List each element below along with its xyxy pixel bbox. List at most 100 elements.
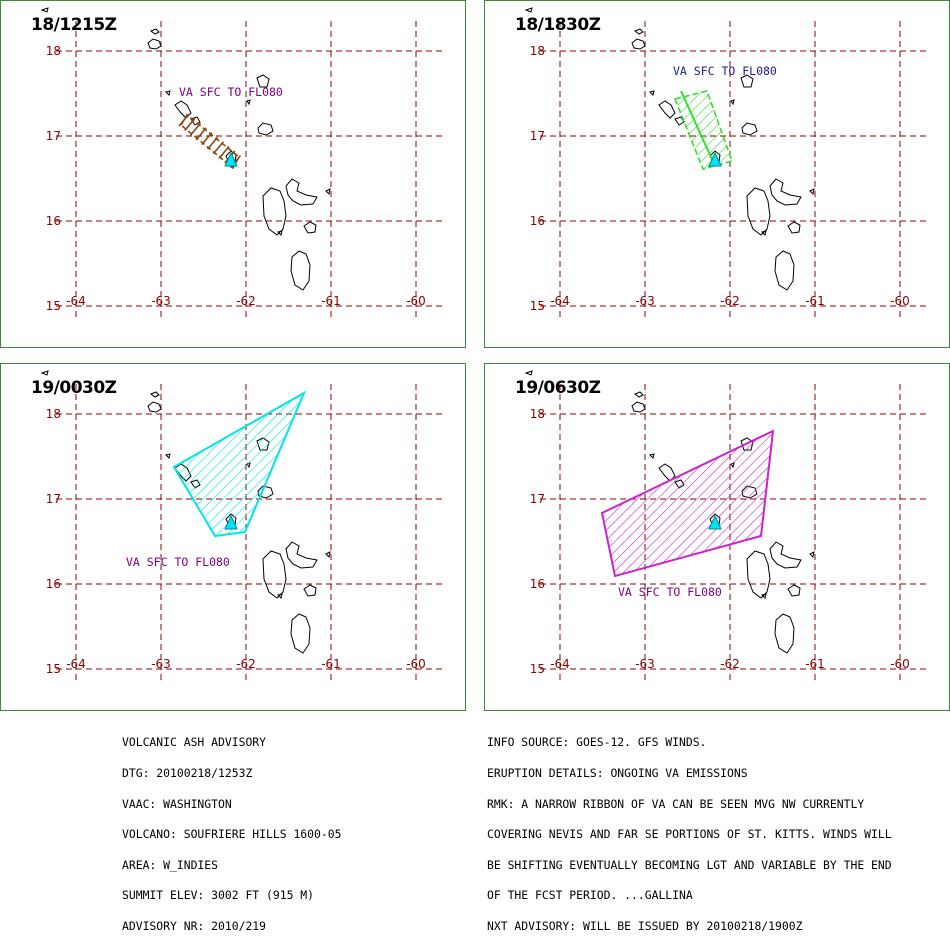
island-outline (40, 7, 49, 13)
map-canvas: 18 17 16 15 -64 -63 -62 -61 -60 VA SFC TO FL080 (524, 370, 930, 684)
island-outline (277, 593, 283, 599)
advisory-line: ERUPTION DETAILS: ONGOING VA EMISSIONS (487, 766, 748, 780)
island-outline (741, 122, 758, 136)
panel-time-label: 18/1215Z (31, 15, 117, 35)
island-outline (165, 90, 171, 96)
island-outline (290, 613, 311, 654)
va-altitude-label: VA SFC TO FL080 (673, 64, 777, 78)
lat-lon-grid (540, 21, 930, 321)
lat-lon-grid (540, 384, 930, 684)
longitude-label: -63 (151, 294, 171, 308)
ash-hatch (206, 136, 219, 150)
advisory-line: AREA: W_INDIES (122, 857, 219, 872)
island-outline (658, 100, 676, 119)
map-panel-1: 18 17 16 15 -64 -63 -62 -61 -60 VA SFC TO FL080 1… (0, 0, 466, 348)
island-outline (147, 38, 162, 50)
va-altitude-label: VA SFC TO FL080 (179, 85, 283, 99)
longitude-label: -61 (805, 657, 825, 671)
advisory-line: DTG: 20100218/1253Z (122, 766, 253, 780)
island-outline (631, 401, 646, 413)
island-outline (769, 541, 802, 569)
longitude-label: -64 (66, 657, 86, 671)
latitude-label: 18 (46, 44, 61, 58)
volcano-icon (224, 514, 238, 530)
ash-hatch (212, 141, 224, 155)
latitude-label: 18 (46, 407, 61, 421)
island-outline (325, 188, 331, 196)
panel-time-label: 19/0630Z (515, 378, 601, 398)
island-outline (325, 551, 331, 559)
latitude-label: 17 (530, 492, 545, 506)
advisory-remarks-text: INFO SOURCE: GOES-12. GFS WINDS. ERUPTIO… (487, 717, 892, 941)
advisory-line: OF THE FCST PERIOD. ...GALLINA (487, 888, 693, 903)
ash-polygon (600, 429, 775, 578)
panel-time-label: 19/0030Z (31, 378, 117, 398)
island-outline (658, 463, 676, 482)
island-outline (633, 28, 644, 35)
island-outline (246, 99, 251, 106)
ash-axis (680, 90, 716, 167)
coastline (40, 7, 331, 291)
longitude-label: -62 (720, 657, 740, 671)
latitude-label: 18 (530, 44, 545, 58)
lat-lon-grid (56, 21, 446, 321)
island-outline (285, 541, 318, 569)
map-panel-3: 18 17 16 15 -64 -63 -62 -61 -60 VA SFC TO FL080 1… (0, 363, 466, 711)
ash-cloud-area (172, 390, 307, 538)
volcano-icon (708, 514, 722, 530)
map-canvas: 18 17 16 15 -64 -63 -62 -61 -60 VA SFC TO FL080 (40, 370, 446, 684)
longitude-label: -60 (890, 294, 910, 308)
advisory-line: NXT ADVISORY: WILL BE ISSUED BY 20100218… (487, 918, 803, 933)
island-outline (277, 230, 283, 236)
ash-hatch (184, 118, 196, 132)
island-outline (290, 250, 311, 291)
advisory-line: INFO SOURCE: GOES-12. GFS WINDS. (487, 735, 707, 750)
longitude-label: -63 (151, 657, 171, 671)
latitude-label: 17 (530, 129, 545, 143)
island-outline (165, 453, 171, 459)
island-outline (256, 74, 270, 88)
island-outline (809, 551, 815, 559)
map-panel-2: 18 17 16 15 -64 -63 -62 -61 -60 VA SFC TO FL080 1… (484, 0, 950, 348)
island-outline (285, 178, 318, 206)
island-outline (746, 187, 771, 236)
latitude-label: 15 (46, 299, 61, 313)
va-altitude-label: VA SFC TO FL080 (618, 585, 722, 599)
island-outline (649, 453, 655, 459)
latitude-label: 15 (530, 299, 545, 313)
ash-cloud-area (673, 90, 734, 170)
latitude-label: 17 (46, 129, 61, 143)
advisory-line: ADVISORY NR: 2010/219 (122, 918, 267, 933)
island-outline (524, 370, 533, 376)
latitude-label: 16 (530, 577, 545, 591)
advisory-header-text: VOLCANIC ASH ADVISORY DTG: 20100218/1253… (122, 717, 341, 941)
volcano-icon (224, 151, 238, 167)
longitude-label: -62 (236, 657, 256, 671)
volcano-icon (708, 151, 722, 167)
longitude-label: -63 (635, 294, 655, 308)
island-outline (761, 593, 767, 599)
longitude-label: -60 (890, 657, 910, 671)
latitude-label: 16 (530, 214, 545, 228)
ash-cloud-area (600, 429, 775, 578)
island-outline (262, 550, 287, 599)
latitude-label: 18 (530, 407, 545, 421)
map-canvas: 18 17 16 15 -64 -63 -62 -61 -60 VA SFC TO FL080 (524, 7, 930, 321)
longitude-label: -62 (720, 294, 740, 308)
island-outline (40, 370, 49, 376)
latitude-label: 16 (46, 577, 61, 591)
island-outline (262, 187, 287, 236)
island-outline (774, 613, 795, 654)
panel-time-label: 18/1830Z (515, 15, 601, 35)
ash-hatch (195, 127, 207, 141)
island-outline (303, 584, 317, 597)
ash-polygon (172, 390, 307, 538)
latitude-label: 17 (46, 492, 61, 506)
latitude-label: 15 (530, 662, 545, 676)
advisory-line: BE SHIFTING EVENTUALLY BECOMING LGT AND … (487, 857, 892, 872)
advisory-line: SUMMIT ELEV: 3002 FT (915 M) (122, 888, 315, 903)
advisory-line: VAAC: WASHINGTON (122, 796, 232, 811)
longitude-label: -61 (321, 294, 341, 308)
va-altitude-label: VA SFC TO FL080 (126, 555, 230, 569)
ash-polygon (673, 90, 734, 170)
